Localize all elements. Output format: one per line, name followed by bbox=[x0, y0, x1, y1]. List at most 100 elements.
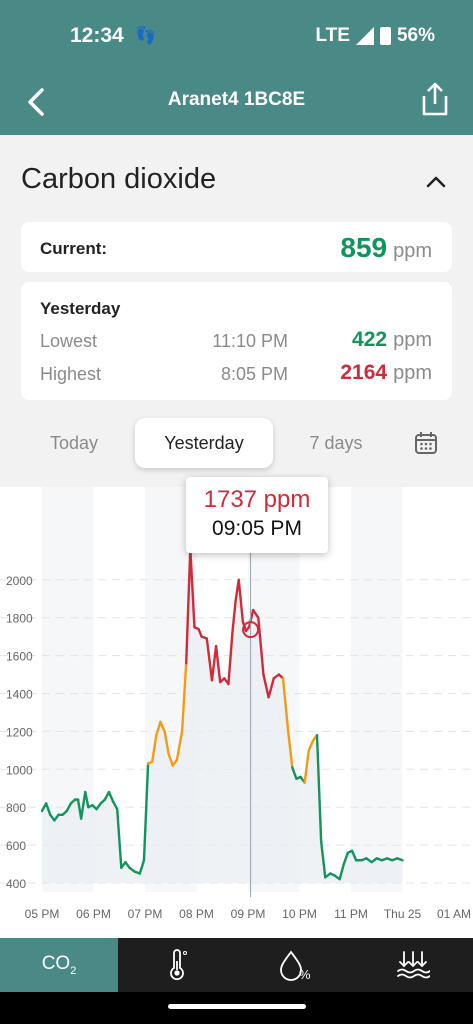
series-segment bbox=[396, 857, 404, 862]
y-tick-label: 1400 bbox=[6, 688, 33, 702]
nav-pressure[interactable] bbox=[354, 938, 472, 992]
network-label: LTE bbox=[315, 25, 350, 46]
co2-chart-svg: 400 600 800 1000 1200 1400 1600 1800 2000 05 PM 06… bbox=[0, 487, 473, 921]
y-tick-label: 1800 bbox=[6, 612, 33, 626]
series-segment bbox=[44, 802, 52, 816]
tab-7-days[interactable]: 7 days bbox=[309, 433, 363, 453]
yesterday-heading: Yesterday bbox=[40, 299, 121, 318]
current-label: Current: bbox=[40, 239, 108, 258]
back-button[interactable] bbox=[22, 84, 58, 120]
co2-icon: CO2 bbox=[42, 953, 77, 977]
series-segment bbox=[251, 608, 260, 619]
tooltip-value: 1737 ppm bbox=[203, 486, 311, 513]
nav-temperature[interactable] bbox=[118, 938, 236, 992]
series-segment bbox=[342, 851, 350, 866]
y-tick-label: 1600 bbox=[6, 650, 33, 664]
x-tick-label: 01 AM bbox=[437, 907, 471, 921]
series-segment bbox=[107, 790, 115, 803]
signal-icon bbox=[355, 27, 374, 45]
y-tick-label: 1200 bbox=[6, 725, 33, 739]
current-card: Current: 859 ppm bbox=[21, 222, 452, 272]
chart-tooltip: 1737 ppm 09:05 PM bbox=[186, 477, 328, 553]
series-segment bbox=[184, 547, 192, 665]
section-title: Carbon dioxide bbox=[21, 163, 217, 195]
series-segment bbox=[180, 661, 188, 733]
home-indicator[interactable] bbox=[168, 1004, 306, 1009]
series-segment bbox=[315, 733, 323, 843]
y-tick-label: 800 bbox=[6, 801, 26, 815]
bottom-nav: CO2 % bbox=[0, 938, 473, 992]
series-segment bbox=[286, 730, 294, 769]
highest-label: Highest bbox=[40, 364, 102, 384]
series-segment bbox=[151, 733, 158, 763]
highest-row: Highest 8:05 PM 2164 ppm bbox=[40, 361, 432, 390]
x-tick-label: 10 PM bbox=[282, 907, 317, 921]
highest-unit: ppm bbox=[393, 362, 432, 384]
back-arrow-icon bbox=[28, 88, 44, 116]
status-time: 12:34 bbox=[70, 24, 124, 47]
series-segment bbox=[262, 673, 270, 699]
svg-text:%: % bbox=[299, 967, 311, 981]
pressure-icon bbox=[397, 951, 430, 979]
series-segment bbox=[115, 807, 123, 870]
range-tabs: Today Yesterday 7 days bbox=[0, 418, 473, 468]
series-segment bbox=[163, 730, 170, 756]
nav-humidity[interactable]: % bbox=[236, 938, 354, 992]
gesture-bar bbox=[0, 992, 473, 1024]
calendar-icon bbox=[415, 432, 437, 454]
co2-chart[interactable]: 400 600 800 1000 1200 1400 1600 1800 2000 05 PM 06… bbox=[0, 487, 473, 938]
series-segment bbox=[281, 677, 290, 733]
hour-band bbox=[351, 487, 403, 892]
series-segment bbox=[350, 849, 358, 862]
series-segment bbox=[111, 800, 119, 811]
series-segment bbox=[231, 599, 237, 633]
battery-icon bbox=[379, 27, 391, 45]
series-segment bbox=[65, 802, 73, 813]
chevron-up-icon bbox=[426, 176, 446, 188]
series-segment bbox=[210, 644, 218, 682]
nav-co2[interactable]: CO2 bbox=[0, 938, 118, 992]
series-segment bbox=[205, 637, 214, 682]
lowest-row: Lowest 11:10 PM 422 ppm bbox=[40, 328, 432, 357]
thermometer-icon bbox=[170, 949, 187, 981]
current-value: 859 ppm bbox=[340, 232, 432, 264]
highest-time: 8:05 PM bbox=[220, 364, 288, 384]
humidity-icon: % bbox=[280, 950, 311, 981]
series-segment bbox=[197, 627, 203, 638]
series-segment bbox=[214, 644, 222, 684]
tab-today[interactable]: Today bbox=[49, 433, 99, 453]
series-segment bbox=[303, 749, 310, 784]
series-segment bbox=[291, 766, 298, 780]
series-segment bbox=[189, 547, 196, 629]
series-segment bbox=[227, 629, 234, 686]
lowest-number: 422 bbox=[352, 328, 388, 351]
share-icon bbox=[422, 82, 448, 116]
tab-yesterday[interactable]: Yesterday bbox=[135, 418, 273, 468]
series-area bbox=[42, 548, 403, 883]
lowest-label: Lowest bbox=[40, 331, 98, 351]
tooltip-time: 09:05 PM bbox=[212, 517, 302, 540]
y-tick-label: 2000 bbox=[6, 574, 33, 588]
share-button[interactable] bbox=[417, 80, 453, 120]
series-segment bbox=[319, 840, 327, 879]
calendar-button[interactable] bbox=[413, 430, 439, 456]
y-tick-label: 1000 bbox=[6, 763, 33, 777]
highlight-point bbox=[242, 621, 260, 639]
current-number: 859 bbox=[340, 232, 388, 263]
battery-level: 56% bbox=[396, 25, 435, 46]
collapse-button[interactable] bbox=[421, 168, 451, 194]
series-segment bbox=[167, 752, 175, 767]
status-bar: 12:34 👣 LTE 56% bbox=[0, 0, 473, 70]
x-tick-label: 05 PM bbox=[25, 907, 60, 921]
series-segment bbox=[237, 578, 245, 623]
current-unit: ppm bbox=[393, 240, 432, 262]
co2-subscript: 2 bbox=[70, 964, 77, 977]
series-segment bbox=[338, 862, 345, 881]
footsteps-icon: 👣 bbox=[135, 26, 157, 45]
highest-value: 2164 ppm bbox=[340, 361, 432, 385]
co2-text: CO bbox=[41, 953, 71, 975]
x-tick-label: 11 PM bbox=[334, 907, 368, 921]
series-segment bbox=[175, 730, 184, 762]
page-title: Aranet4 1BC8E bbox=[167, 89, 306, 110]
lowest-value: 422 ppm bbox=[352, 328, 432, 352]
